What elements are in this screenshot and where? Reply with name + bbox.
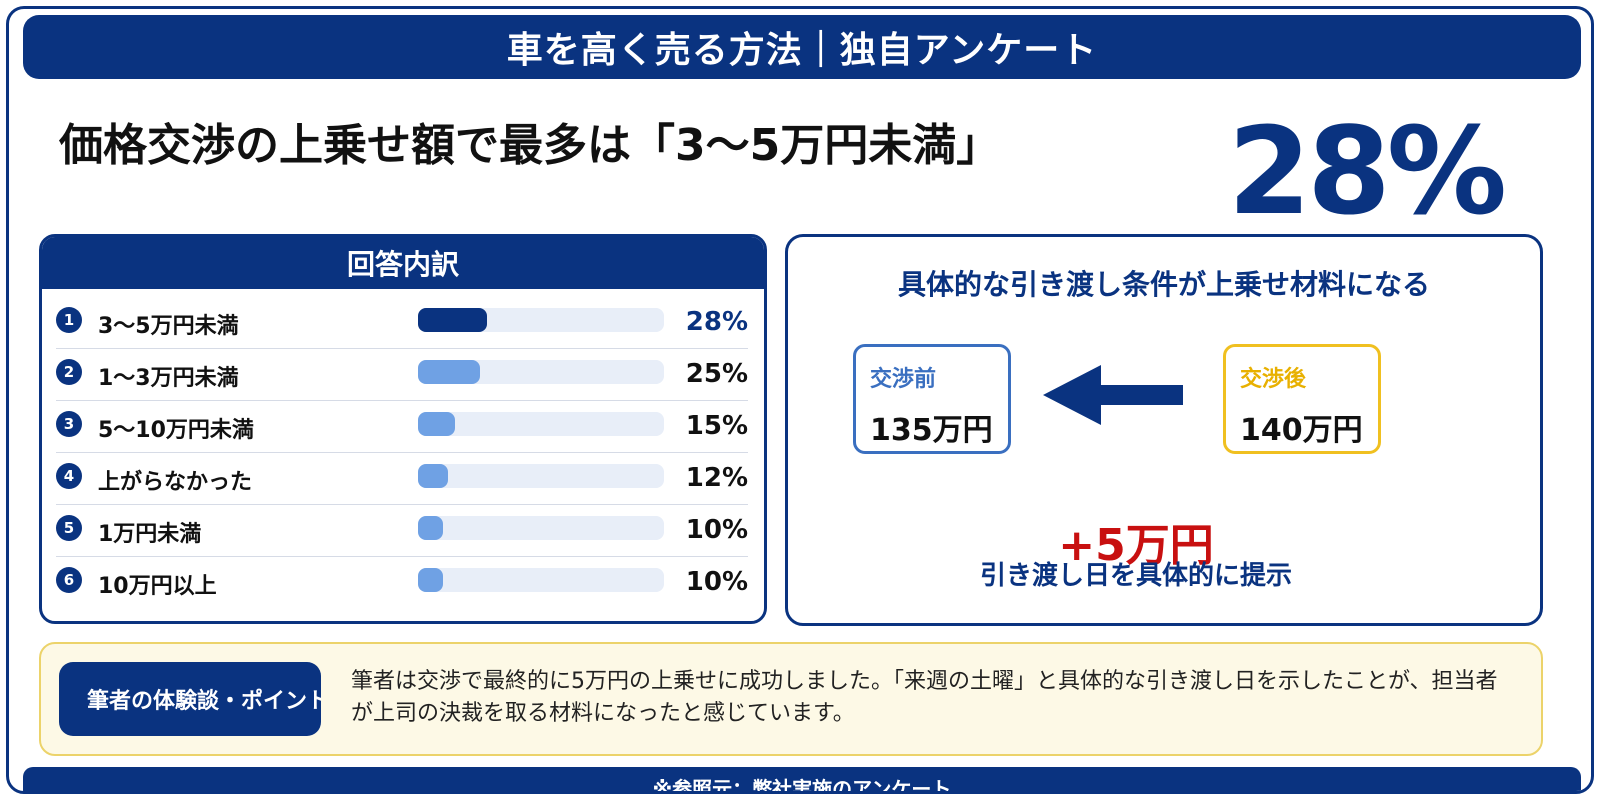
value-label: 28%: [685, 307, 748, 337]
bar-fill: [418, 308, 487, 332]
after-value: 140万円: [1240, 413, 1363, 448]
bar-track: [418, 568, 664, 592]
point-box: 筆者の体験談・ポイント 筆者は交渉で最終的に5万円の上乗せに成功しました。「来週…: [39, 642, 1543, 756]
bar-row: 4 上がらなかった 12%: [56, 453, 748, 505]
point-label: 筆者の体験談・ポイント: [59, 662, 321, 736]
category-label: 1〜3万円未満: [98, 366, 239, 391]
rank-badge: 4: [56, 463, 82, 489]
value-label: 12%: [685, 463, 748, 493]
rank-badge: 2: [56, 359, 82, 385]
after-label: 交渉後: [1240, 367, 1307, 392]
bar-row: 2 1〜3万円未満 25%: [56, 349, 748, 401]
breakdown-title: 回答内訳: [42, 237, 764, 289]
bar-track: [418, 308, 664, 332]
bar-row: 6 10万円以上 10%: [56, 557, 748, 609]
increase-amount: +5万円: [1058, 520, 1214, 571]
example-title: 具体的な引き渡し条件が上乗せ材料になる: [897, 268, 1430, 301]
breakdown-panel: 回答内訳 1 3〜5万円未満 28% 2 1〜3万円未満 25% 3 5〜10万円未満 15% 4…: [39, 234, 767, 624]
headline: 価格交渉の上乗せ額で最多は「3〜5万円未満」: [59, 120, 1001, 171]
before-price-box: 交渉前 135万円: [853, 344, 1011, 454]
bar-track: [418, 464, 664, 488]
bar-fill: [418, 568, 443, 592]
after-price-box: 交渉後 140万円: [1223, 344, 1381, 454]
bar-track: [418, 516, 664, 540]
category-label: 1万円未満: [98, 522, 202, 547]
bar-row: 5 1万円未満 10%: [56, 505, 748, 557]
bar-fill: [418, 360, 480, 384]
before-label: 交渉前: [870, 367, 937, 392]
header-title: 車を高く売る方法｜独自アンケート: [23, 15, 1581, 79]
rank-badge: 1: [56, 307, 82, 333]
rank-badge: 3: [56, 411, 82, 437]
value-label: 10%: [685, 515, 748, 545]
increase-note: 引き渡し日を具体的に提示: [979, 561, 1292, 591]
value-label: 10%: [685, 567, 748, 597]
point-text: 筆者は交渉で最終的に5万円の上乗せに成功しました。「来週の土曜」と具体的な引き渡…: [351, 669, 1498, 726]
source-note: ※参照元：弊社実施のアンケート: [23, 767, 1581, 791]
category-label: 5〜10万円未満: [98, 418, 254, 443]
infographic-frame: 車を高く売る方法｜独自アンケート 価格交渉の上乗せ額で最多は「3〜5万円未満」 …: [6, 6, 1594, 794]
bar-track: [418, 360, 664, 384]
category-label: 3〜5万円未満: [98, 314, 239, 339]
bar-row: 1 3〜5万円未満 28%: [56, 297, 748, 349]
bar-row: 3 5〜10万円未満 15%: [56, 401, 748, 453]
bar-fill: [418, 464, 448, 488]
left-arrow-icon: [1043, 365, 1183, 425]
bar-track: [418, 412, 664, 436]
value-label: 15%: [685, 411, 748, 441]
rank-badge: 6: [56, 567, 82, 593]
bar-fill: [418, 412, 455, 436]
before-value: 135万円: [870, 413, 993, 448]
category-label: 上がらなかった: [98, 470, 253, 495]
example-panel: 具体的な引き渡し条件が上乗せ材料になる 交渉前 135万円 交渉後 140万円 …: [785, 234, 1543, 626]
category-label: 10万円以上: [98, 574, 217, 599]
rank-badge: 5: [56, 515, 82, 541]
bar-fill: [418, 516, 443, 540]
value-label: 25%: [685, 359, 748, 389]
big-percent: 28%: [1227, 103, 1507, 242]
